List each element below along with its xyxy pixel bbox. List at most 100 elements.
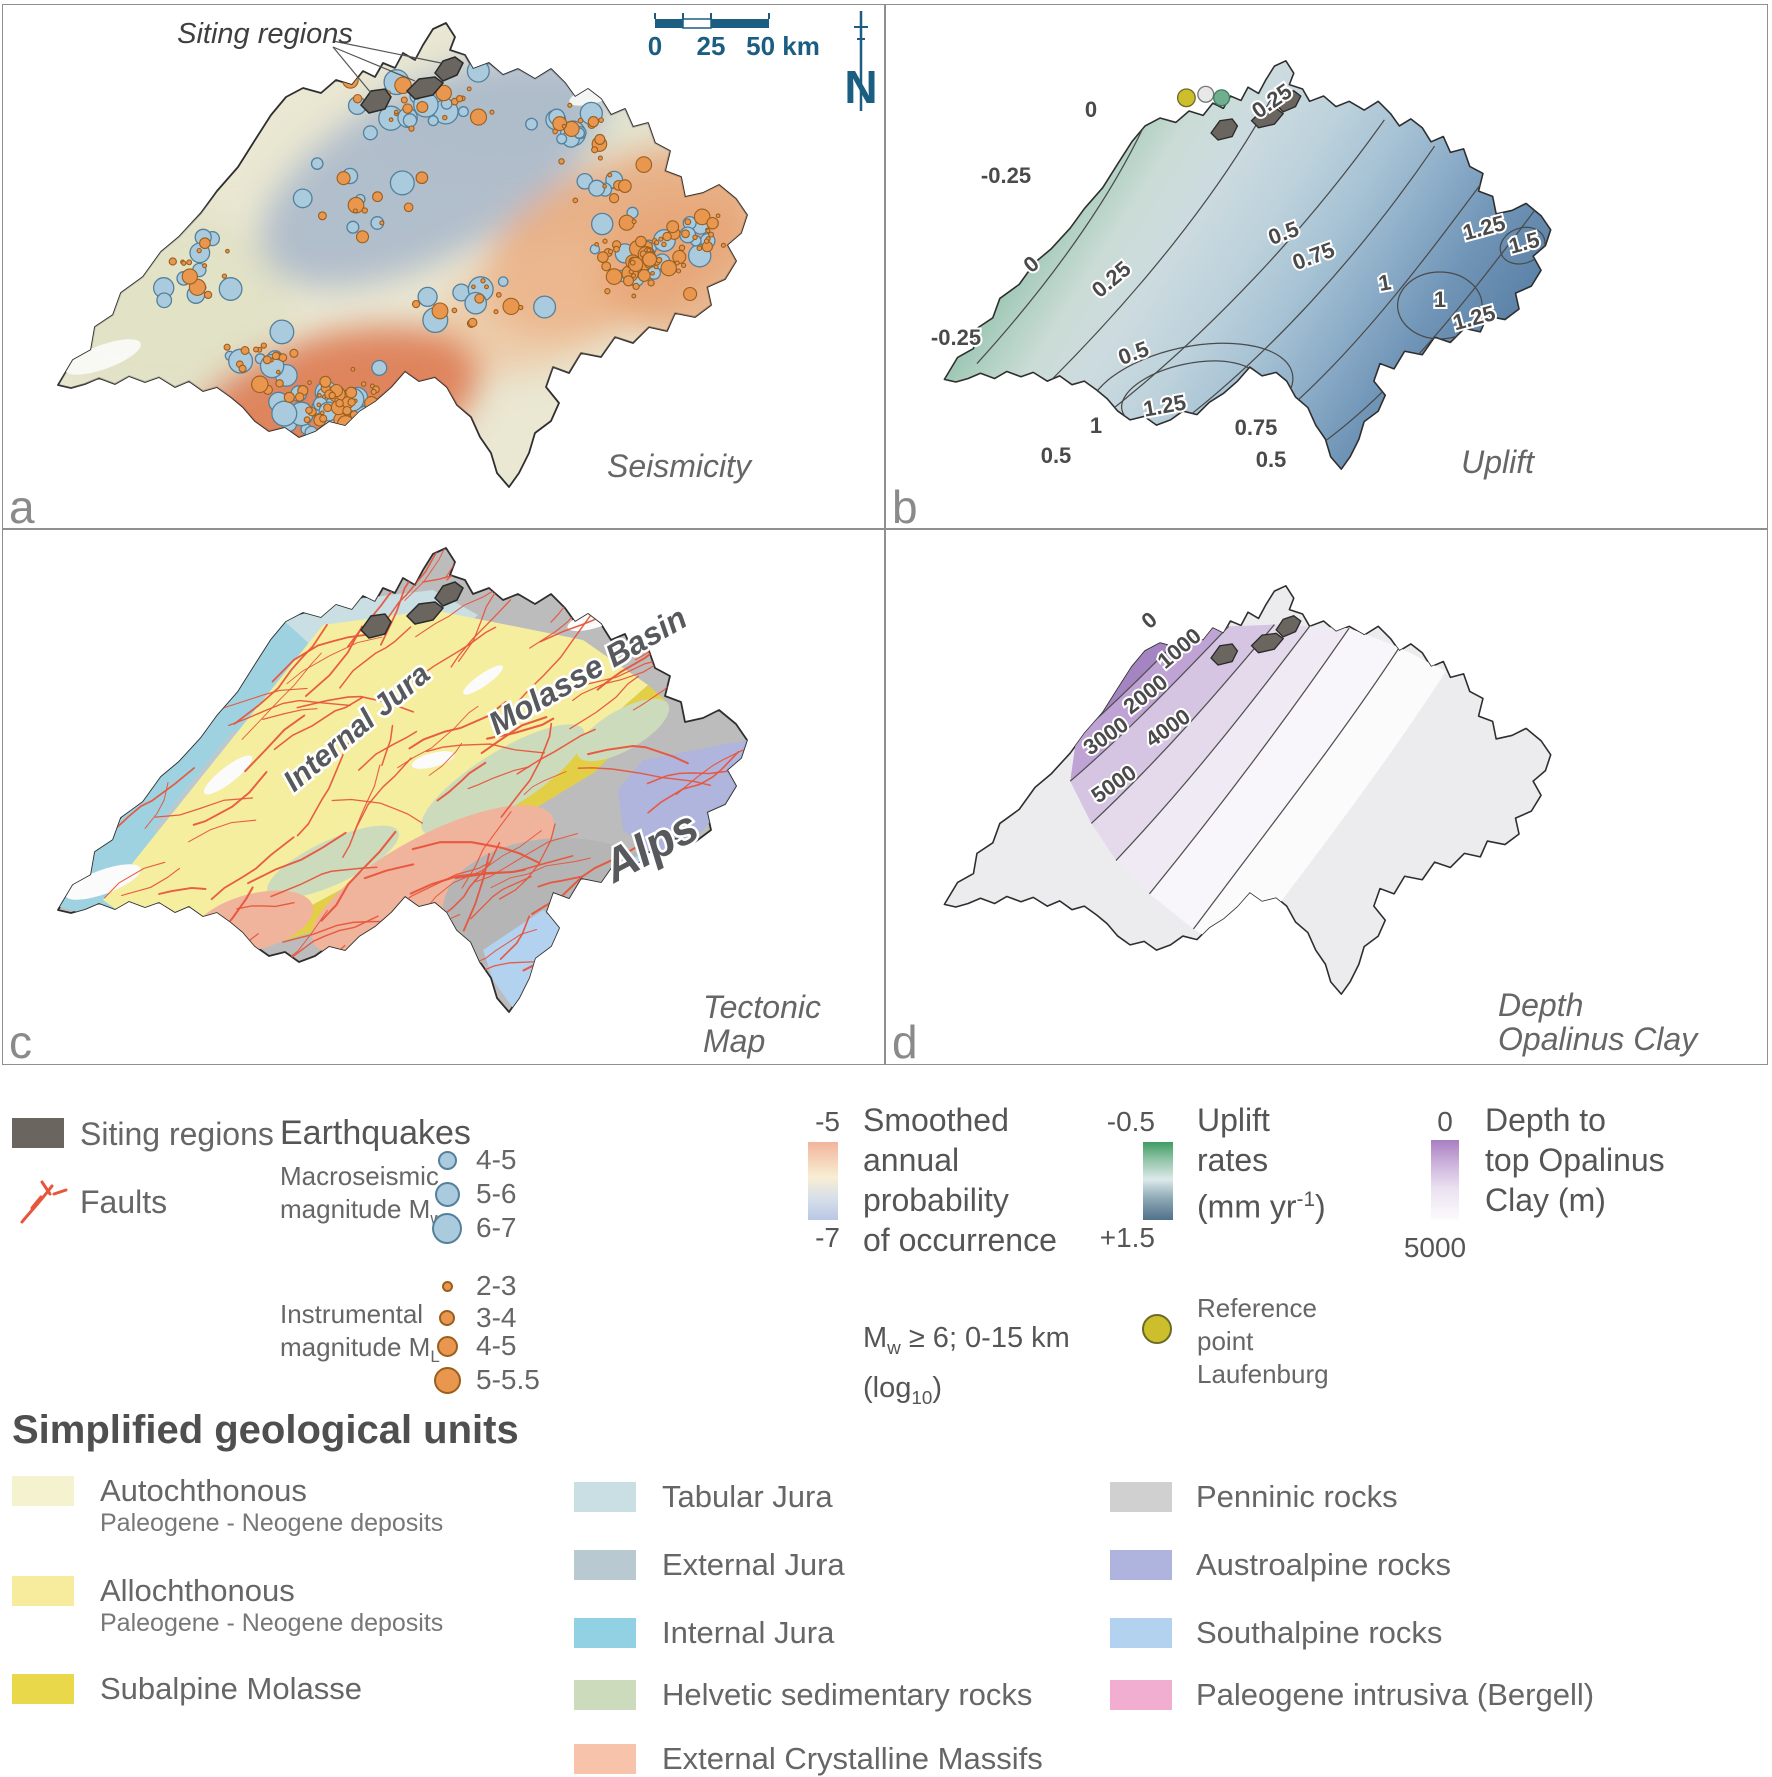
earthquake-instrumental-dot	[196, 247, 202, 254]
geology-legend-item: Austroalpine rocks	[1196, 1548, 1451, 1582]
contour-label: 1	[1434, 287, 1446, 312]
fault-line	[516, 614, 592, 704]
earthquake-instrumental-dot	[327, 424, 335, 432]
earthquake-instrumental-dot	[343, 428, 356, 441]
earthquake-instrumental-dot	[451, 307, 458, 314]
earthquake-instrumental-dot	[317, 393, 322, 398]
earthquakes-legend-title: Earthquakes	[280, 1114, 471, 1152]
panel-title-seismicity: Seismicity	[607, 448, 753, 484]
earthquake-instrumental-dot	[681, 229, 690, 239]
fault-line	[124, 605, 212, 636]
earthquake-instrumental-dot	[351, 426, 365, 440]
earthquake-instrumental-dot	[355, 230, 370, 244]
geology-unit-name: External Crystalline Massifs	[662, 1741, 1043, 1776]
fault-line	[119, 608, 193, 710]
earthquake-instrumental-dot	[202, 263, 208, 269]
fault-line	[679, 873, 731, 953]
depth-top-tick: 0	[1437, 1106, 1453, 1137]
fault-line	[644, 903, 696, 931]
geology-unit-name: Allochthonous	[100, 1573, 295, 1608]
fault-line	[94, 615, 214, 656]
fault-line	[461, 811, 512, 889]
fault-line	[296, 695, 415, 713]
earthquake-instrumental-dot	[319, 410, 325, 416]
earthquake-instrumental-dot	[372, 191, 383, 203]
siting-regions-label: Siting regions	[177, 18, 353, 50]
fault-line	[104, 672, 136, 791]
earthquake-instrumental-dot	[518, 304, 524, 311]
contour-label: -0.25	[931, 325, 981, 350]
earthquake-macroseismic-dot	[427, 115, 439, 127]
earthquake-instrumental-dot	[608, 193, 620, 204]
earthquake-instrumental-dot	[480, 278, 486, 284]
geology-swatch	[574, 1744, 636, 1774]
fault-line	[331, 798, 423, 824]
geology-swatch	[12, 1674, 74, 1704]
panel-letter-c: c	[9, 1016, 32, 1064]
magnitude-class-dot	[439, 1310, 455, 1326]
earthquake-macroseismic-dot	[310, 157, 324, 170]
fault-line	[244, 714, 306, 773]
fault-line	[154, 797, 254, 818]
magnitude-class-dot	[434, 1181, 460, 1207]
fault-line	[270, 866, 378, 898]
earthquake-instrumental-dot	[601, 261, 612, 272]
contour-label: -0.25	[981, 163, 1031, 188]
earthquake-instrumental-dot	[181, 260, 187, 266]
probability-note: Mw ≥ 6; 0-15 km (log10)	[863, 1322, 1070, 1408]
magnitude-class-dot	[432, 1212, 462, 1244]
reference-point-icon	[1142, 1314, 1172, 1344]
earthquake-instrumental-dot	[466, 86, 472, 92]
siting-regions-annotation: Siting regions	[177, 18, 442, 94]
fault-line	[708, 549, 747, 606]
geology-unit-name: Autochthonous	[100, 1473, 307, 1508]
fault-line	[247, 831, 347, 885]
earthquake-instrumental-dot	[319, 414, 328, 423]
fault-line	[669, 640, 747, 689]
earthquake-instrumental-dot	[168, 257, 177, 266]
earthquake-instrumental-dot	[369, 414, 379, 423]
map-uplift: -0.250 0.250 0.250.50.7511.251.5-0.2511.25…	[892, 60, 1552, 528]
fault-line	[104, 861, 166, 899]
magnitude-class-label: 5-6	[476, 1178, 517, 1209]
panel-title-depth-2: Opalinus Clay	[1498, 1021, 1699, 1057]
fault-line	[71, 629, 114, 668]
geology-unit-name: Internal Jura	[662, 1615, 835, 1650]
siting-region-polygons	[360, 581, 464, 639]
earthquake-instrumental-dot	[181, 268, 198, 285]
fault-line	[144, 782, 169, 829]
fault-line	[398, 861, 491, 907]
geology-legend-item: Penninic rocks	[1196, 1480, 1398, 1514]
fault-line	[262, 708, 318, 721]
earthquake-instrumental-dot	[253, 346, 259, 353]
earthquake-instrumental-dot	[394, 76, 412, 95]
fault-line	[683, 863, 746, 967]
earthquake-instrumental-dot	[660, 259, 677, 277]
fault-line	[474, 833, 578, 883]
earthquake-instrumental-dot	[604, 288, 611, 295]
probability-title: Smoothed annual probability of occurrenc…	[863, 1102, 1057, 1258]
gps-station-dot	[1197, 85, 1215, 103]
fault-line	[169, 939, 233, 995]
earthquake-instrumental-dot	[684, 218, 692, 226]
fault-line	[208, 933, 259, 977]
fault-line	[313, 548, 408, 571]
lake-neuchatel	[203, 755, 253, 795]
depth-title: Depth to top Opalinus Clay (m)	[1485, 1102, 1665, 1218]
fault-line	[490, 857, 591, 889]
earthquake-instrumental-dot	[199, 237, 211, 250]
earthquake-instrumental-dot	[275, 369, 281, 375]
depth-bottom-tick: 5000	[1403, 1232, 1467, 1263]
fault-line	[486, 717, 555, 740]
geology-legend-item: Internal Jura	[662, 1616, 834, 1650]
earthquake-instrumental-dot	[408, 125, 415, 132]
fault-line	[260, 585, 330, 616]
earthquake-instrumental-dot	[594, 133, 606, 145]
geology-swatch	[574, 1550, 636, 1580]
earthquake-macroseismic-dot	[389, 170, 415, 196]
depth-bands	[1069, 624, 1446, 958]
lake-geneva	[65, 339, 141, 375]
earthquake-instrumental-dot	[558, 158, 565, 165]
magnitude-class-row: 2-3	[432, 1270, 516, 1302]
earthquake-instrumental-dot	[708, 231, 715, 238]
